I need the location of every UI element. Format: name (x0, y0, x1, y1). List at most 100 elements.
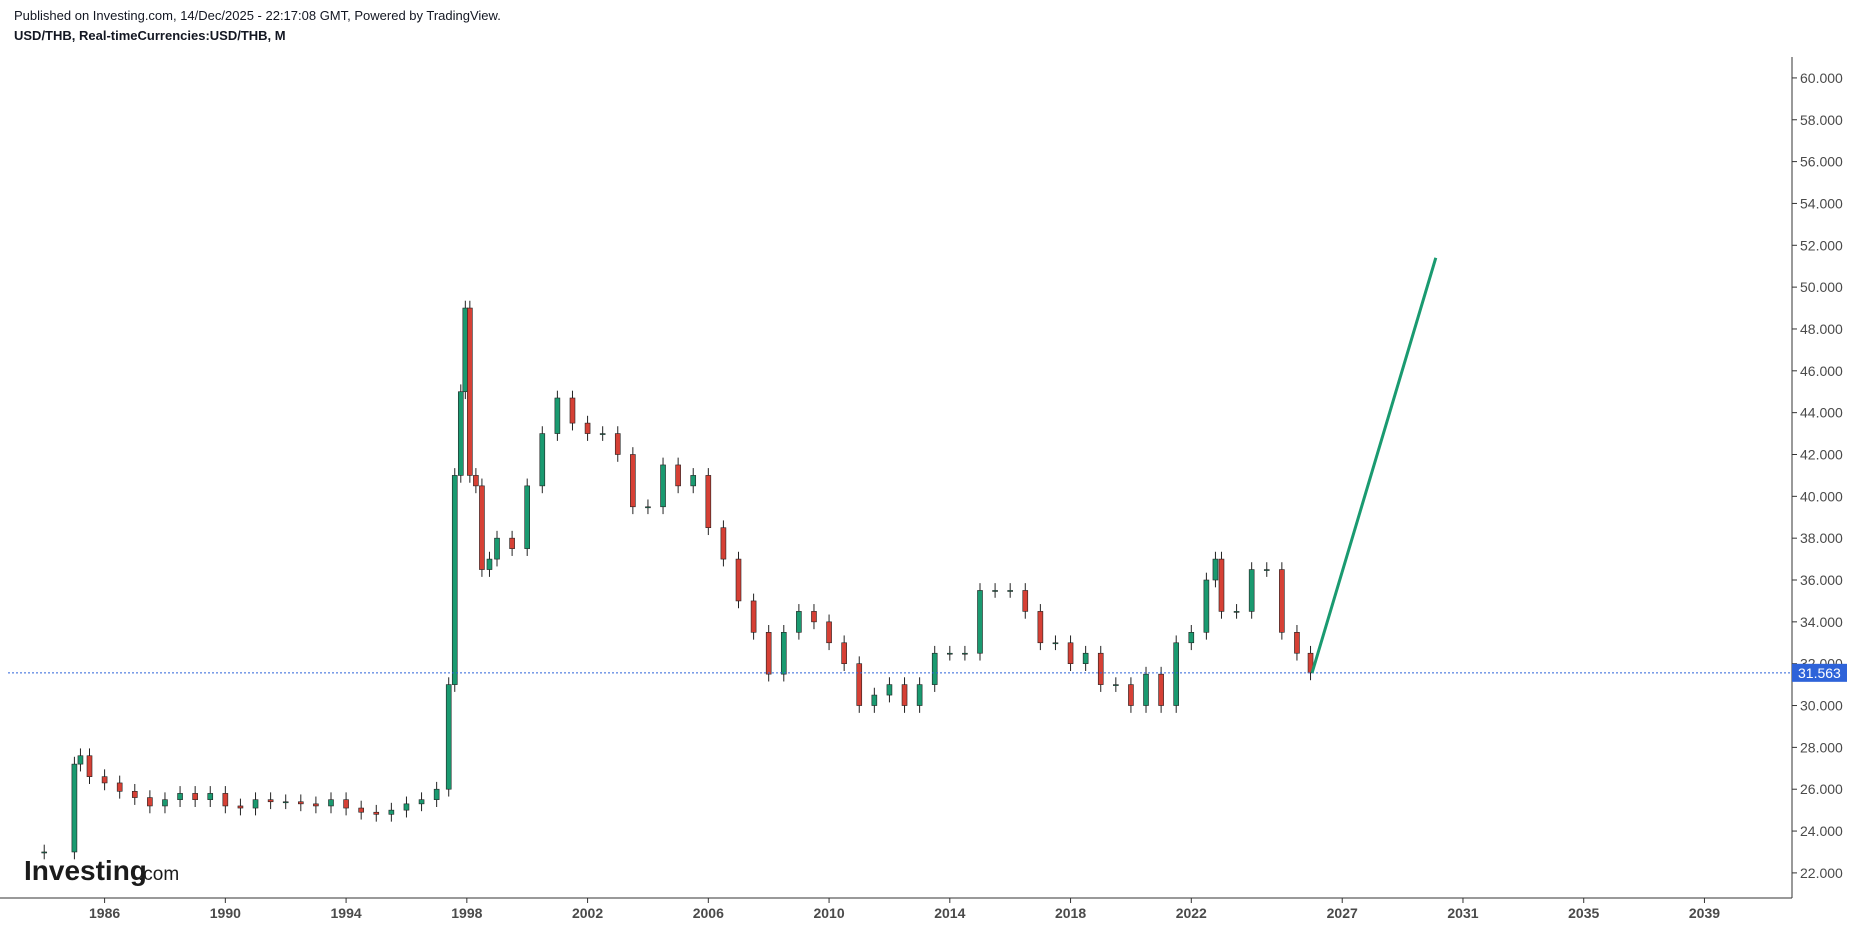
x-tick-label: 2018 (1055, 905, 1086, 921)
y-tick-label: 56.000 (1800, 154, 1843, 170)
published-note: Published on Investing.com, 14/Dec/2025 … (14, 8, 501, 23)
x-tick-label: 1990 (210, 905, 241, 921)
candle-up (418, 799, 425, 805)
candle-up (282, 801, 289, 804)
candle-up (433, 788, 440, 800)
candle-up (916, 684, 923, 706)
candle-down (1218, 558, 1225, 612)
candle-up (177, 793, 183, 800)
candle-down (811, 611, 817, 623)
candle-down (841, 642, 847, 664)
candle-up (71, 763, 78, 853)
candle-down (267, 799, 274, 803)
candle-up (992, 590, 998, 592)
x-tick-label: 2022 (1176, 905, 1207, 921)
candle-up (486, 558, 493, 570)
candle-up (962, 652, 968, 655)
candle-up (445, 684, 452, 790)
candle-down (101, 776, 108, 784)
candle-down (584, 422, 591, 434)
chart-header: Published on Investing.com, 14/Dec/2025 … (14, 6, 501, 46)
candle-down (479, 485, 485, 570)
candle-up (1143, 673, 1149, 706)
candle-up (1173, 642, 1180, 706)
candle-up (207, 793, 214, 800)
candle-up (539, 433, 546, 487)
candle-down (720, 527, 727, 560)
y-tick-label: 34.000 (1800, 614, 1843, 630)
candle-down (901, 684, 908, 706)
y-tick-label: 60.000 (1800, 70, 1843, 86)
candle-down (765, 632, 772, 675)
candle-down (856, 663, 863, 706)
candle-up (886, 684, 893, 696)
candle-down (630, 454, 636, 508)
candle-up (977, 590, 983, 654)
candle-down (313, 803, 319, 807)
candle-down (373, 811, 380, 815)
y-tick-label: 44.000 (1800, 405, 1843, 421)
candle-down (1067, 642, 1074, 664)
candle-up (403, 803, 410, 811)
candle-up (1212, 558, 1219, 581)
candle-up (1007, 590, 1013, 592)
candle-up (1233, 611, 1240, 613)
candle-down (467, 307, 473, 476)
candle-down (1037, 611, 1044, 644)
x-tick-label: 2027 (1327, 905, 1358, 921)
y-tick-label: 24.000 (1800, 823, 1843, 839)
candle-down (237, 805, 244, 809)
candle-down (222, 793, 229, 807)
candle-up (524, 485, 531, 549)
candle-down (86, 755, 93, 777)
last-price-label: 31.563 (1798, 665, 1841, 681)
candle-up (328, 799, 334, 807)
candle-up (599, 433, 606, 435)
candle-up (162, 799, 168, 807)
y-tick-label: 48.000 (1800, 321, 1843, 337)
last-price-badge (1792, 663, 1847, 682)
candle-down (826, 621, 832, 644)
x-tick-label: 2010 (813, 905, 844, 921)
candle-up (1082, 652, 1089, 664)
projection-line[interactable] (1310, 257, 1438, 674)
candle-down (1128, 684, 1134, 706)
candle-up (796, 611, 802, 633)
x-tick-label: 2031 (1447, 905, 1478, 921)
candle-down (735, 558, 742, 602)
candle-up (252, 799, 259, 809)
y-tick-label: 58.000 (1800, 112, 1843, 128)
y-tick-label: 50.000 (1800, 279, 1843, 295)
candle-up (457, 391, 464, 476)
y-tick-label: 42.000 (1800, 446, 1843, 462)
candle-up (1052, 642, 1059, 645)
candle-up (1203, 579, 1210, 633)
candle-up (554, 397, 561, 434)
y-tick-label: 52.000 (1800, 237, 1843, 253)
candle-up (645, 506, 651, 509)
x-tick-label: 2014 (934, 905, 965, 921)
candle-up (1113, 684, 1119, 686)
candle-down (131, 791, 138, 798)
x-axis: 1986 1990 1994 1998 2002 2006 2010 2014 2018 2022… (89, 898, 1720, 921)
candle-down (298, 801, 304, 805)
logo-main-text: Investing (24, 855, 147, 886)
logo-suffix-text: .com (138, 864, 179, 885)
candle-down (614, 433, 621, 455)
candle-down (1294, 632, 1300, 654)
candle-down (1097, 652, 1104, 685)
candle-up (77, 755, 84, 765)
y-axis: 22.00024.00026.00028.00030.00032.00034.0… (1792, 70, 1843, 881)
candle-up (871, 694, 878, 706)
symbol-title: USD/THB, Real-timeCurrencies:USD/THB, M (14, 28, 286, 43)
y-tick-label: 38.000 (1800, 530, 1843, 546)
candle-up (494, 537, 500, 560)
candle-down (147, 797, 153, 807)
y-tick-label: 46.000 (1800, 363, 1843, 379)
candle-up (451, 475, 458, 685)
candle-up (1248, 569, 1255, 612)
candlestick-series (41, 300, 1314, 860)
candle-down (473, 475, 479, 487)
candle-down (750, 600, 757, 633)
